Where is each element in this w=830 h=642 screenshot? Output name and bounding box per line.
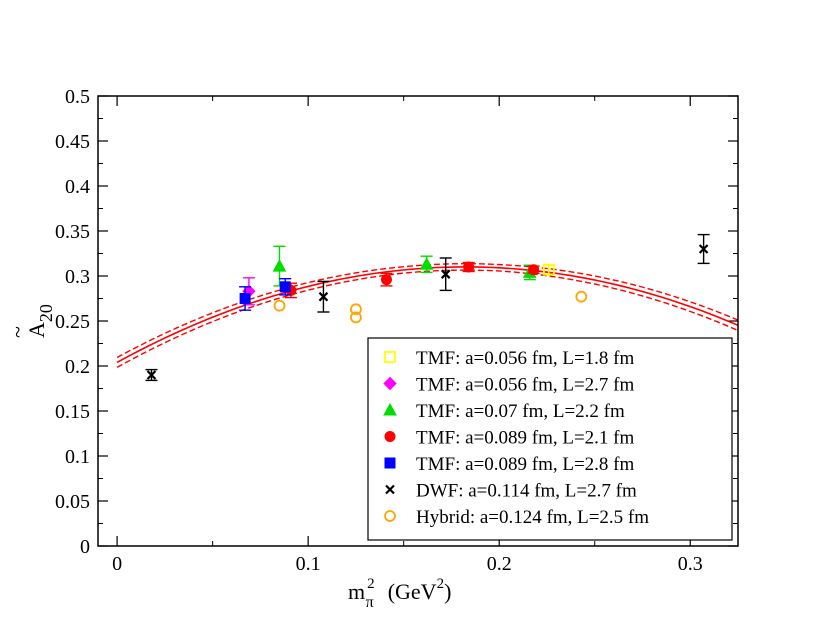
legend-marker bbox=[385, 484, 395, 495]
series-0 bbox=[542, 263, 555, 276]
y-tick-label: 0.4 bbox=[65, 176, 90, 198]
data-point bbox=[239, 293, 251, 304]
y-tick-label: 0.35 bbox=[55, 221, 90, 243]
y-tick-label: 0 bbox=[80, 536, 90, 558]
data-point bbox=[380, 274, 392, 286]
legend-marker bbox=[383, 402, 397, 416]
y-tick-label: 0.45 bbox=[55, 131, 90, 153]
legend-label: TMF: a=0.089 fm, L=2.8 fm bbox=[416, 454, 634, 475]
data-point bbox=[463, 261, 475, 273]
y-tick-label: 0.1 bbox=[65, 446, 90, 468]
data-point bbox=[419, 257, 434, 270]
legend-label: TMF: a=0.056 fm, L=1.8 fm bbox=[416, 348, 634, 369]
data-point bbox=[279, 281, 291, 293]
series-6 bbox=[273, 290, 588, 324]
data-point bbox=[273, 299, 286, 312]
x-tick-label: 0.3 bbox=[678, 553, 703, 575]
y-tick-label: 0.2 bbox=[65, 356, 90, 378]
data-point bbox=[440, 269, 451, 279]
data-point bbox=[698, 244, 709, 254]
legend-label: TMF: a=0.089 fm, L=2.1 fm bbox=[416, 428, 634, 449]
legend-label: DWF: a=0.114 fm, L=2.7 fm bbox=[416, 481, 637, 502]
series-2 bbox=[272, 245, 537, 287]
y-tick-label: 0.3 bbox=[65, 266, 90, 288]
legend-marker bbox=[384, 351, 396, 363]
legend-label: TMF: a=0.07 fm, L=2.2 fm bbox=[416, 401, 625, 422]
data-point bbox=[575, 290, 588, 303]
data-point bbox=[318, 291, 329, 302]
legend-marker bbox=[384, 431, 396, 442]
y-tick-label: 0.25 bbox=[55, 311, 90, 333]
series-4 bbox=[239, 278, 292, 311]
svg-text:~: ~ bbox=[5, 326, 30, 338]
x-tick-label: 0.2 bbox=[487, 553, 512, 575]
plot-frame bbox=[97, 95, 739, 547]
fit-lower-bound bbox=[116, 269, 739, 368]
data-point bbox=[272, 259, 287, 272]
y-axis-title: A20 ~ bbox=[5, 304, 56, 338]
legend: TMF: a=0.056 fm, L=1.8 fm TMF: a=0.056 fm… bbox=[367, 337, 733, 541]
tick-labels: 0 0.05 0.1 0.15 0.2 0.25 0.3 0.35 0.4 0.45 0.5 0 0.1… bbox=[55, 86, 703, 575]
legend-label: TMF: a=0.056 fm, L=2.7 fm bbox=[416, 375, 634, 396]
legend-box bbox=[367, 337, 733, 541]
x-tick-label: 0.1 bbox=[296, 553, 321, 575]
series-5 bbox=[145, 233, 710, 382]
legend-label: Hybrid: a=0.124 fm, L=2.5 fm bbox=[416, 507, 649, 528]
data-points bbox=[145, 233, 710, 382]
y-tick-label: 0.15 bbox=[55, 401, 90, 423]
legend-marker bbox=[384, 457, 396, 469]
data-point bbox=[350, 311, 362, 324]
y-tick-label: 0.5 bbox=[65, 86, 90, 108]
legend-marker bbox=[383, 376, 397, 391]
x-tick-label: 0 bbox=[112, 553, 122, 575]
data-point bbox=[542, 263, 555, 276]
y-tick-label: 0.05 bbox=[55, 491, 90, 513]
x-axis-title: m 2 π (GeV2) bbox=[348, 576, 451, 611]
svg-text:A20: A20 bbox=[24, 304, 56, 338]
legend-marker bbox=[384, 510, 396, 522]
data-point bbox=[350, 303, 362, 316]
data-point bbox=[528, 264, 540, 276]
data-point bbox=[146, 370, 157, 380]
